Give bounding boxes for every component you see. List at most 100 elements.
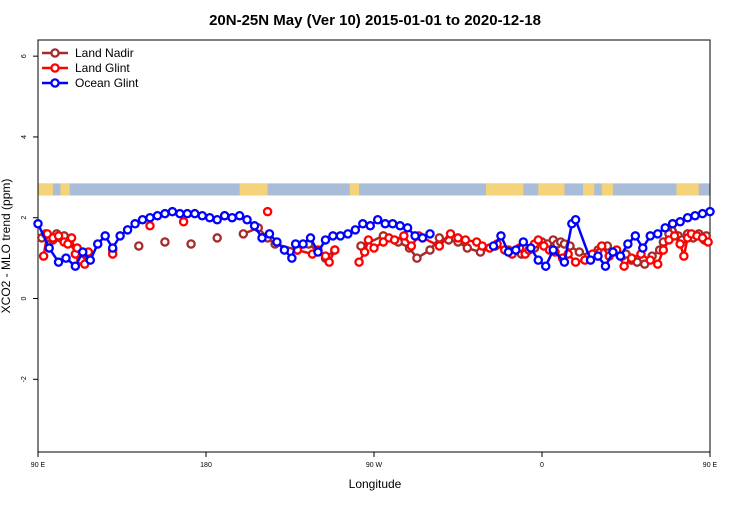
data-point: [600, 261, 611, 271]
data-point: [412, 253, 422, 263]
data-point: [675, 217, 685, 227]
y-tick-label: 6: [21, 54, 28, 58]
data-point: [570, 257, 581, 267]
data-point: [548, 245, 558, 255]
data-point: [372, 214, 383, 225]
data-point: [593, 251, 603, 261]
legend-label: Ocean Glint: [75, 76, 139, 90]
data-point: [257, 233, 267, 243]
data-point: [53, 231, 64, 241]
x-tick-label: 0: [540, 462, 544, 469]
data-point: [152, 210, 163, 221]
legend-item-ocean-glint: Ocean Glint: [42, 76, 139, 90]
x-axis: 90 E 180 90 W 0 90 E: [31, 452, 718, 469]
x-tick-label: 90 E: [703, 462, 718, 469]
legend-item-land-nadir: Land Nadir: [42, 46, 134, 60]
data-point: [272, 237, 282, 247]
x-tick-label: 180: [200, 462, 212, 469]
series-layer: [33, 206, 715, 271]
land-patch: [60, 183, 70, 196]
data-point: [511, 245, 521, 255]
data-point: [460, 235, 471, 245]
land-patch: [676, 183, 699, 196]
data-point: [660, 223, 670, 233]
chart-title: 20N-25N May (Ver 10) 2015-01-01 to 2020-…: [209, 12, 541, 29]
data-point: [645, 231, 656, 241]
data-point: [608, 247, 618, 257]
world-map-band: [38, 183, 710, 196]
data-point: [462, 243, 473, 253]
data-point: [262, 206, 273, 217]
legend-item-land-glint: Land Glint: [42, 61, 130, 75]
data-point: [615, 251, 626, 261]
data-point: [410, 231, 420, 241]
data-point: [264, 229, 275, 239]
data-point: [359, 247, 370, 257]
data-point: [358, 219, 368, 229]
data-point: [369, 243, 379, 253]
x-tick-label: 90 E: [31, 462, 46, 469]
data-point: [365, 221, 376, 231]
data-point: [335, 231, 346, 241]
data-point: [61, 253, 71, 263]
data-point: [305, 233, 316, 243]
data-point: [425, 229, 435, 239]
data-point: [115, 231, 125, 241]
data-point: [425, 245, 435, 255]
data-point: [242, 214, 252, 225]
data-point: [703, 237, 713, 247]
y-tick-label: -2: [21, 376, 28, 382]
y-tick-label: 4: [21, 135, 28, 139]
data-point: [100, 231, 110, 241]
data-point: [533, 255, 544, 265]
legend-swatch-marker: [50, 63, 60, 73]
data-point: [645, 255, 656, 265]
data-point: [212, 233, 222, 243]
data-point: [658, 245, 669, 255]
data-point: [130, 219, 140, 229]
x-axis-label: Longitude: [349, 477, 402, 491]
data-point: [585, 255, 596, 265]
data-point: [399, 231, 409, 241]
x-tick-label: 90 W: [366, 462, 383, 469]
legend-swatch-marker: [50, 78, 60, 88]
data-point: [33, 219, 43, 229]
data-point: [705, 206, 715, 217]
data-point: [354, 257, 364, 267]
data-point: [190, 208, 200, 219]
data-point: [66, 233, 77, 243]
data-point: [350, 225, 361, 235]
data-point: [313, 247, 323, 257]
data-point: [596, 241, 607, 251]
data-point: [78, 247, 88, 257]
data-point: [669, 231, 680, 241]
y-tick-label: 0: [21, 296, 28, 300]
data-point: [453, 233, 463, 243]
data-point: [690, 210, 700, 221]
data-point: [395, 221, 405, 231]
data-point: [320, 235, 331, 245]
data-point: [53, 257, 64, 267]
data-point: [44, 243, 54, 253]
legend-swatch-marker: [50, 48, 60, 58]
land-patch: [601, 183, 613, 196]
data-point: [389, 235, 400, 245]
data-point: [145, 221, 155, 231]
data-point: [137, 214, 148, 225]
data-point: [330, 245, 340, 255]
data-point: [574, 247, 585, 257]
y-axis: -2 0 2 4 6: [21, 54, 38, 382]
data-point: [160, 237, 170, 247]
data-point: [445, 229, 456, 239]
series-segment: [574, 219, 592, 261]
data-point: [219, 210, 230, 221]
data-point: [623, 239, 633, 249]
data-point: [619, 261, 629, 271]
data-point: [434, 241, 445, 251]
land-patch: [538, 183, 565, 196]
data-point: [92, 239, 103, 249]
data-point: [697, 208, 708, 219]
data-point: [488, 241, 499, 251]
